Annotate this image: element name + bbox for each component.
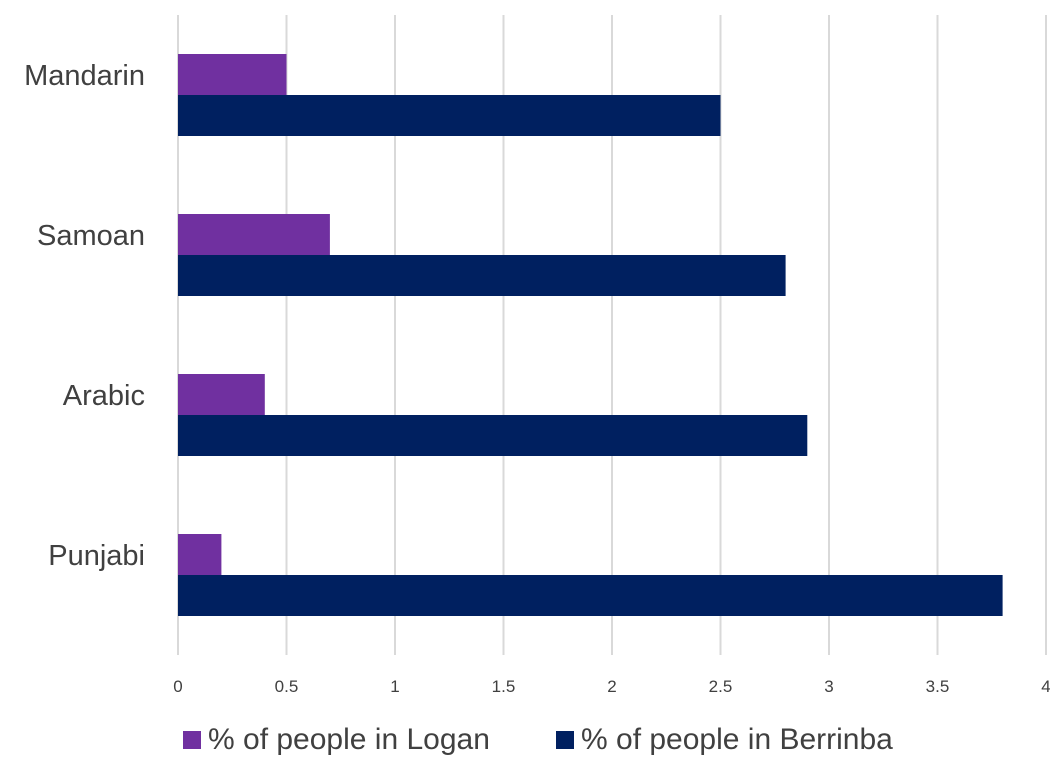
bar-mandarin-series-1 <box>178 54 287 95</box>
bar-samoan-series-1 <box>178 214 330 255</box>
bar-arabic-series-2 <box>178 415 808 456</box>
bar-mandarin-series-2 <box>178 95 721 136</box>
legend-swatch <box>183 731 201 749</box>
category-labels: Mandarin Samoan Arabic Punjabi <box>24 60 145 572</box>
bar-samoan-series-2 <box>178 255 786 296</box>
x-tick-label: 2.5 <box>709 677 733 696</box>
x-tick-label: 0.5 <box>275 677 299 696</box>
x-tick-label: 1 <box>390 677 399 696</box>
legend-label: % of people in Logan <box>208 723 490 756</box>
x-tick-label: 4 <box>1041 677 1050 696</box>
bar-punjabi-series-1 <box>178 534 222 575</box>
bar-arabic-series-1 <box>178 374 265 415</box>
x-axis-ticks: 0 0.5 1 1.5 2 2.5 3 3.5 4 <box>173 677 1050 696</box>
category-label: Mandarin <box>24 60 145 92</box>
bar-punjabi-series-2 <box>178 575 1003 616</box>
x-tick-label: 2 <box>607 677 616 696</box>
x-tick-label: 0 <box>173 677 182 696</box>
x-tick-label: 1.5 <box>492 677 516 696</box>
x-tick-label: 3.5 <box>926 677 950 696</box>
category-label: Samoan <box>37 220 145 252</box>
legend-label: % of people in Berrinba <box>581 723 893 756</box>
bars <box>178 54 1003 616</box>
legend: % of people in Logan % of people in Berri… <box>183 723 893 756</box>
legend-swatch <box>556 731 574 749</box>
category-label: Arabic <box>63 380 145 412</box>
x-tick-label: 3 <box>824 677 833 696</box>
category-label: Punjabi <box>48 540 145 572</box>
